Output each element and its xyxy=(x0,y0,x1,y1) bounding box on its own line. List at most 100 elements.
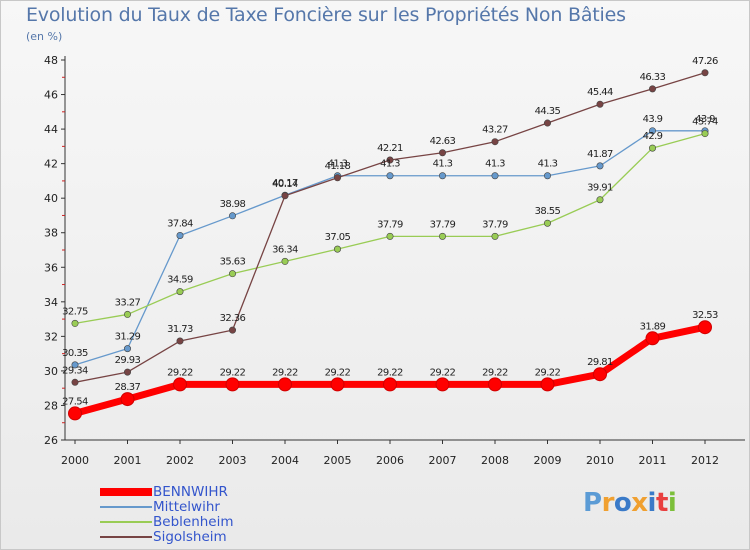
x-tick-label: 2010 xyxy=(586,454,614,467)
data-label-bennwihr: 28.37 xyxy=(115,382,141,393)
data-label-mittelwihr: 43.9 xyxy=(643,114,663,125)
x-tick-label: 2011 xyxy=(639,454,667,467)
data-point-beblenheim xyxy=(491,232,499,240)
data-point-mittelwihr xyxy=(124,345,132,353)
data-label-sigolsheim: 31.73 xyxy=(167,324,193,335)
data-label-beblenheim: 37.79 xyxy=(482,219,508,230)
data-label-sigolsheim: 42.21 xyxy=(377,143,403,154)
data-label-mittelwihr: 43.9 xyxy=(695,114,715,125)
x-tick-label: 2009 xyxy=(534,454,562,467)
data-point-sigolsheim xyxy=(701,69,709,77)
data-label-mittelwihr: 37.84 xyxy=(167,218,193,229)
logo-letter: P xyxy=(583,488,602,518)
data-point-sigolsheim xyxy=(124,368,132,376)
data-point-mittelwihr xyxy=(71,361,79,369)
logo-letter: i xyxy=(647,488,657,518)
y-tick-label: 38 xyxy=(44,227,58,240)
data-label-bennwihr: 32.53 xyxy=(692,310,718,321)
data-point-bennwihr xyxy=(173,377,187,392)
data-point-mittelwihr xyxy=(648,127,656,135)
data-point-bennwihr xyxy=(120,392,135,407)
data-point-mittelwihr xyxy=(491,172,499,180)
y-tick-label: 26 xyxy=(44,434,58,447)
data-point-sigolsheim xyxy=(438,149,446,157)
data-label-mittelwihr: 41.3 xyxy=(380,159,400,170)
data-point-beblenheim xyxy=(71,319,79,327)
data-label-mittelwihr: 41.3 xyxy=(328,159,348,170)
logo-letter: o xyxy=(613,488,632,518)
data-label-bennwihr: 29.22 xyxy=(325,367,351,378)
y-tick-label: 32 xyxy=(44,330,58,343)
data-label-sigolsheim: 43.27 xyxy=(482,125,508,136)
data-point-bennwihr xyxy=(225,377,240,392)
data-label-beblenheim: 33.27 xyxy=(115,297,141,308)
data-point-sigolsheim xyxy=(333,174,341,182)
data-label-bennwihr: 29.22 xyxy=(377,367,403,378)
data-point-beblenheim xyxy=(648,144,656,152)
y-tick-label: 42 xyxy=(44,158,58,171)
data-label-beblenheim: 32.75 xyxy=(62,306,88,317)
data-label-beblenheim: 37.79 xyxy=(430,219,456,230)
data-point-beblenheim xyxy=(438,232,446,240)
chart-title: Evolution du Taux de Taxe Foncière sur l… xyxy=(26,4,626,26)
data-point-bennwihr xyxy=(645,331,660,346)
legend-swatch xyxy=(100,506,152,508)
data-point-beblenheim xyxy=(701,130,709,138)
data-point-bennwihr xyxy=(488,377,502,392)
data-label-mittelwihr: 30.35 xyxy=(62,348,88,359)
data-label-bennwihr: 29.81 xyxy=(587,357,613,368)
x-tick-label: 2003 xyxy=(219,454,247,467)
data-point-beblenheim xyxy=(596,196,604,204)
data-point-sigolsheim xyxy=(543,119,551,127)
y-tick-label: 46 xyxy=(44,89,58,102)
data-label-bennwihr: 29.22 xyxy=(482,367,508,378)
x-tick-label: 2000 xyxy=(61,454,89,467)
data-point-sigolsheim xyxy=(229,326,237,334)
data-point-sigolsheim xyxy=(386,156,394,164)
data-point-mittelwihr xyxy=(543,172,551,180)
data-label-sigolsheim: 29.93 xyxy=(115,355,141,366)
logo-letter: t xyxy=(655,488,668,518)
legend-swatch xyxy=(100,521,152,523)
legend-label: Beblenheim xyxy=(153,514,234,530)
proxiti-logo: Proxiti xyxy=(583,488,677,518)
x-tick-label: 2007 xyxy=(429,454,457,467)
data-point-beblenheim xyxy=(176,288,184,296)
data-label-bennwihr: 29.22 xyxy=(167,367,193,378)
data-label-sigolsheim: 32.36 xyxy=(220,313,246,324)
data-point-beblenheim xyxy=(543,219,551,227)
data-label-mittelwihr: 31.29 xyxy=(115,332,141,343)
data-point-mittelwihr xyxy=(176,231,184,239)
x-tick-label: 2005 xyxy=(324,454,352,467)
data-point-sigolsheim xyxy=(176,337,184,345)
legend-label: BENNWIHR xyxy=(153,484,228,500)
data-point-bennwihr xyxy=(330,377,345,392)
logo-letter: x xyxy=(631,488,648,518)
x-tick-label: 2008 xyxy=(481,454,509,467)
data-point-beblenheim xyxy=(281,257,289,265)
data-point-mittelwihr xyxy=(596,162,604,170)
x-tick-label: 2006 xyxy=(376,454,404,467)
data-point-sigolsheim xyxy=(71,378,79,386)
data-label-bennwihr: 29.22 xyxy=(272,367,298,378)
data-point-beblenheim xyxy=(229,270,237,278)
data-point-mittelwihr xyxy=(229,212,237,220)
legend-label: Sigolsheim xyxy=(153,529,227,545)
data-label-mittelwihr: 41.3 xyxy=(485,159,505,170)
data-label-bennwihr: 29.22 xyxy=(430,367,456,378)
data-label-bennwihr: 27.54 xyxy=(62,396,88,407)
data-point-sigolsheim xyxy=(491,138,499,146)
data-label-beblenheim: 37.79 xyxy=(377,219,403,230)
data-label-sigolsheim: 29.34 xyxy=(62,365,88,376)
data-label-beblenheim: 43.74 xyxy=(692,117,718,128)
y-tick-label: 36 xyxy=(44,261,58,274)
y-tick-label: 28 xyxy=(44,399,58,412)
data-point-bennwihr xyxy=(540,377,555,392)
data-label-sigolsheim: 44.35 xyxy=(535,106,561,117)
data-point-beblenheim xyxy=(386,232,394,240)
data-point-bennwihr xyxy=(593,367,607,382)
data-label-bennwihr: 31.89 xyxy=(640,321,666,332)
data-label-sigolsheim: 46.33 xyxy=(640,72,666,83)
y-axis-unit-label: (en %) xyxy=(26,30,63,43)
data-point-bennwihr xyxy=(68,406,82,421)
